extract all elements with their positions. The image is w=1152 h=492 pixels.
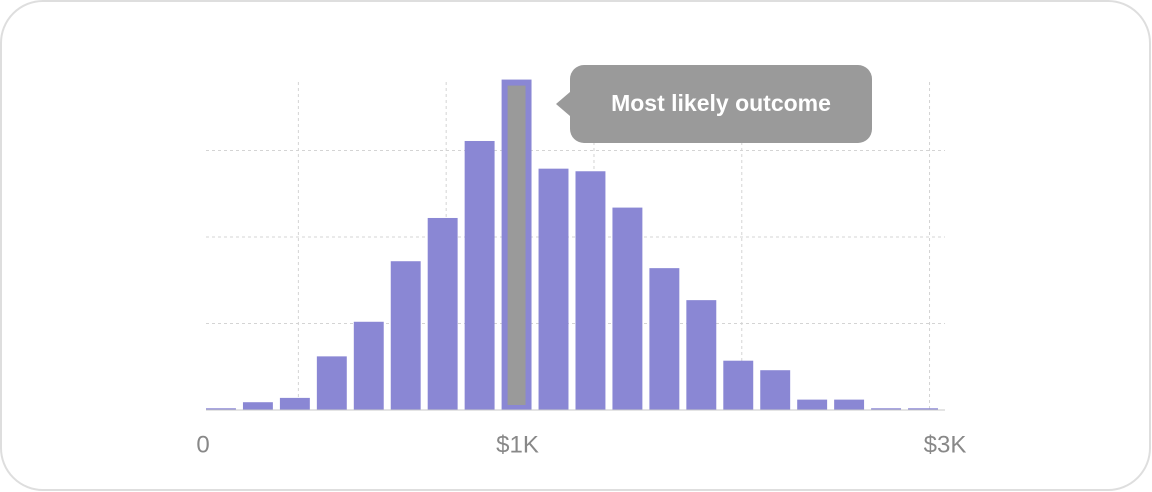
bar: [206, 408, 236, 410]
bar: [427, 217, 458, 410]
x-tick-label: 0: [196, 431, 209, 458]
x-tick-label: $1K: [496, 431, 539, 458]
x-tick-label: $3K: [924, 431, 967, 458]
bar: [797, 399, 828, 410]
bar: [649, 268, 680, 410]
bar: [538, 168, 569, 410]
bar: [723, 360, 754, 410]
bar: [612, 207, 643, 410]
bar: [871, 408, 902, 410]
bar: [279, 397, 310, 410]
bar: [908, 408, 938, 410]
bar: [316, 356, 347, 410]
bar: [464, 140, 495, 411]
bar: [686, 300, 717, 410]
bar: [390, 261, 421, 410]
bar: [353, 321, 384, 410]
annotation-text: Most likely outcome: [611, 90, 831, 116]
highlight-overlay: [507, 85, 526, 405]
annotation-pointer: [556, 92, 570, 116]
bar: [575, 171, 606, 410]
bar: [760, 370, 791, 410]
bar: [834, 399, 865, 410]
bar: [242, 402, 273, 410]
annotation-box: [570, 65, 872, 143]
